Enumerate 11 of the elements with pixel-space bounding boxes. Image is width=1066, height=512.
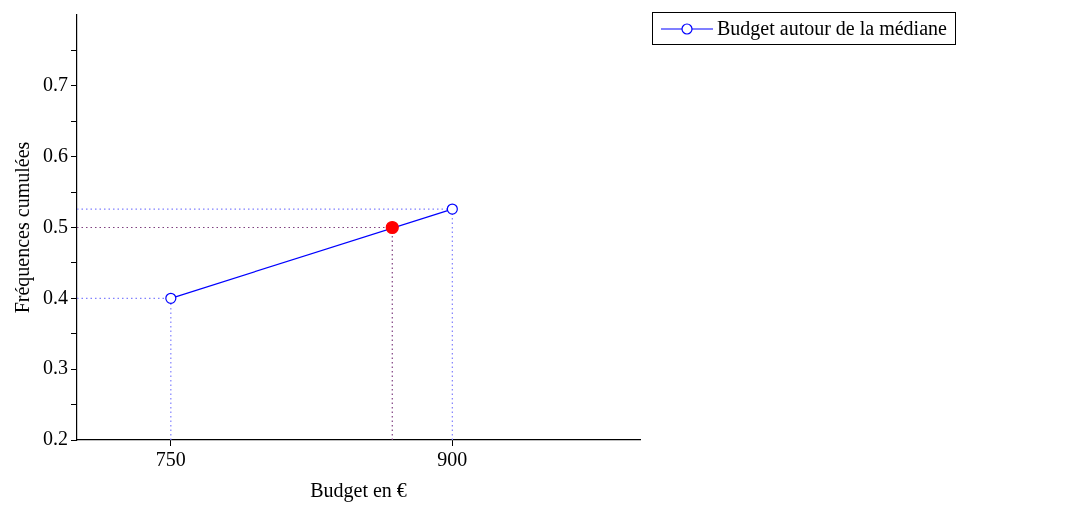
legend-label: Budget autour de la médiane xyxy=(717,17,947,40)
y-tick-label: 0.4 xyxy=(43,285,68,308)
y-tick-label: 0.5 xyxy=(43,214,68,237)
y-axis-title: Fréquences cumulées xyxy=(11,141,35,314)
y-tick-label: 0.2 xyxy=(43,427,68,450)
y-tick-label: 0.7 xyxy=(43,73,68,96)
x-tick-label: 900 xyxy=(437,448,468,471)
y-tick-label: 0.6 xyxy=(43,143,68,166)
x-axis-title: Budget en € xyxy=(310,479,407,503)
x-tick-label: 750 xyxy=(155,448,186,471)
y-tick-label: 0.3 xyxy=(43,356,68,379)
